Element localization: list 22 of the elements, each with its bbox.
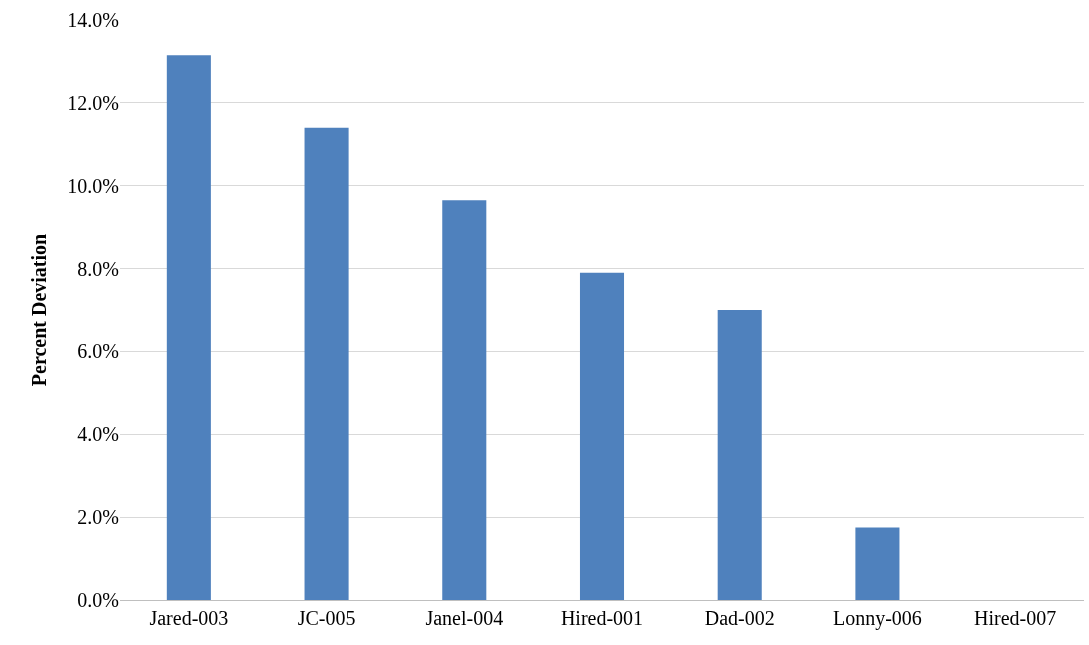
y-tick-label: 6.0%: [77, 340, 119, 363]
y-tick-label: 0.0%: [77, 589, 119, 611]
x-tick-label: Dad-002: [704, 607, 775, 629]
bar: [855, 527, 900, 600]
x-tick-label: Jared-003: [149, 607, 229, 629]
y-tick-label: 10.0%: [67, 174, 119, 197]
x-tick-label: Hired-001: [560, 607, 644, 629]
bar: [579, 272, 625, 600]
bar: [717, 310, 762, 600]
x-tick-label: Lonny-006: [832, 607, 922, 630]
bar: [304, 127, 349, 600]
bar: [442, 200, 487, 600]
y-tick-label: 8.0%: [77, 257, 119, 280]
x-tick-label: JC-005: [297, 607, 356, 629]
y-tick-label: 12.0%: [67, 91, 119, 114]
y-tick-label: 14.0%: [67, 9, 119, 31]
y-tick-label: 4.0%: [77, 423, 119, 446]
x-tick-label: Janel-004: [425, 607, 504, 629]
bar: [166, 55, 211, 600]
y-axis-title: Percent Deviation: [27, 233, 50, 387]
x-tick-label: Hired-007: [974, 607, 1057, 629]
y-tick-label: 2.0%: [77, 506, 119, 529]
